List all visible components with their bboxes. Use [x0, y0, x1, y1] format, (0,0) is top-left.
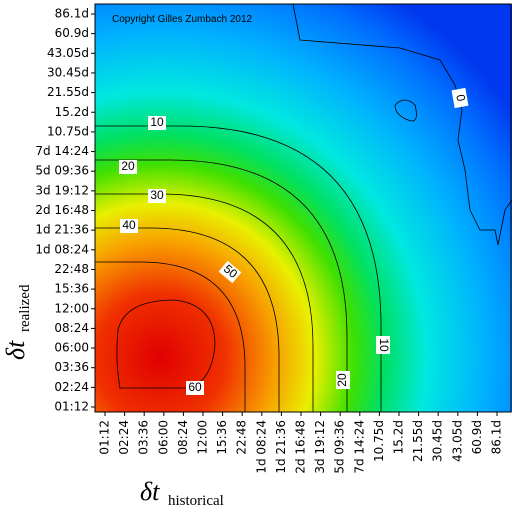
contour-label: 10: [150, 115, 164, 129]
contour-label-bg: [120, 219, 138, 233]
y-tick-label: 43.05d: [47, 46, 89, 60]
contour-label: 60: [188, 380, 202, 394]
contour-line: [95, 159, 348, 412]
y-tick-label: 86.1d: [55, 7, 89, 21]
contour-line: [95, 261, 246, 412]
contour-label: 20: [121, 159, 135, 173]
x-title-subscript: historical: [168, 493, 224, 509]
x-tick-label: 60.9d: [470, 420, 484, 454]
y-tick-label: 1d 21:36: [35, 223, 89, 237]
y-tick-label: 2d 16:48: [35, 203, 89, 217]
contour-label-bg: [218, 260, 242, 284]
y-title-subscript: realized: [17, 284, 33, 332]
y-tick-label: 30.45d: [47, 65, 89, 79]
contour-line: [116, 299, 216, 389]
contour-label-bg: [119, 160, 137, 174]
y-tick-label: 03:36: [54, 360, 89, 374]
y-tick-label: 08:24: [54, 321, 89, 335]
x-tick-label: 7d 14:24: [352, 420, 366, 474]
contour-label: 30: [150, 188, 164, 202]
y-axis-title: δt realized: [1, 284, 33, 360]
contour-label-bg: [186, 381, 204, 395]
x-tick-label: 21.55d: [411, 420, 425, 462]
x-title-symbol: δt: [140, 477, 160, 506]
x-tick-label: 03:36: [137, 420, 151, 455]
x-tick-label: 1d 08:24: [254, 420, 268, 474]
y-tick-label: 10.75d: [47, 124, 89, 138]
x-tick-label: 01:12: [98, 420, 112, 455]
y-tick-label: 5d 09:36: [35, 164, 89, 178]
x-tick-label: 2d 16:48: [294, 420, 308, 474]
x-tick-label: 12:00: [196, 420, 210, 455]
contour-label-bg: [148, 116, 166, 130]
y-tick-label: 7d 14:24: [35, 144, 89, 158]
x-tick-label: 43.05d: [450, 420, 464, 462]
y-tick-label: 22:48: [54, 262, 89, 276]
y-tick-label: 21.55d: [47, 85, 89, 99]
contour-label-bg: [336, 371, 350, 389]
y-tick-label: 15.2d: [55, 105, 89, 119]
contour-label-bg: [376, 336, 390, 354]
heatmap: [95, 4, 512, 412]
y-tick-label: 06:00: [54, 341, 89, 355]
y-tick-label: 01:12: [54, 400, 89, 414]
y-tick-label: 3d 19:12: [35, 183, 89, 197]
x-tick-label: 5d 09:36: [333, 420, 347, 474]
copyright: Copyright Gilles Zumbach 2012: [112, 14, 253, 25]
contour-label-bg: [148, 189, 166, 203]
x-tick-label: 15:36: [215, 420, 229, 455]
y-tick-label: 02:24: [54, 380, 89, 394]
x-tick-label: 22:48: [235, 420, 249, 455]
contour-line: [292, 3, 512, 246]
y-title-symbol: δt: [1, 340, 30, 360]
contour-line: [95, 227, 280, 412]
y-tick-label: 12:00: [54, 301, 89, 315]
x-tick-label: 10.75d: [372, 420, 386, 462]
x-tick-label: 15.2d: [392, 420, 406, 454]
x-tick-label: 86.1d: [490, 420, 504, 454]
x-tick-label: 08:24: [176, 420, 190, 455]
contour-label-bg: [451, 87, 469, 109]
y-tick-label: 1d 08:24: [35, 242, 89, 256]
contour-label: 40: [122, 218, 136, 232]
contour-label: 10: [377, 338, 391, 352]
y-tick-label: 60.9d: [55, 26, 89, 40]
y-tick-label: 15:36: [54, 282, 89, 296]
contour-label: 20: [335, 373, 349, 387]
x-tick-label: 3d 19:12: [313, 420, 327, 474]
contour-line: [95, 193, 314, 412]
x-tick-label: 02:24: [117, 420, 131, 455]
contour-line: [95, 125, 382, 412]
contour-label: 0: [453, 93, 468, 102]
x-axis-title: δt historical: [140, 477, 224, 509]
x-tick-label: 1d 21:36: [274, 420, 288, 474]
x-tick-label: 30.45d: [431, 420, 445, 462]
x-tick-label: 06:00: [156, 420, 170, 455]
plot-frame: [94, 3, 512, 413]
